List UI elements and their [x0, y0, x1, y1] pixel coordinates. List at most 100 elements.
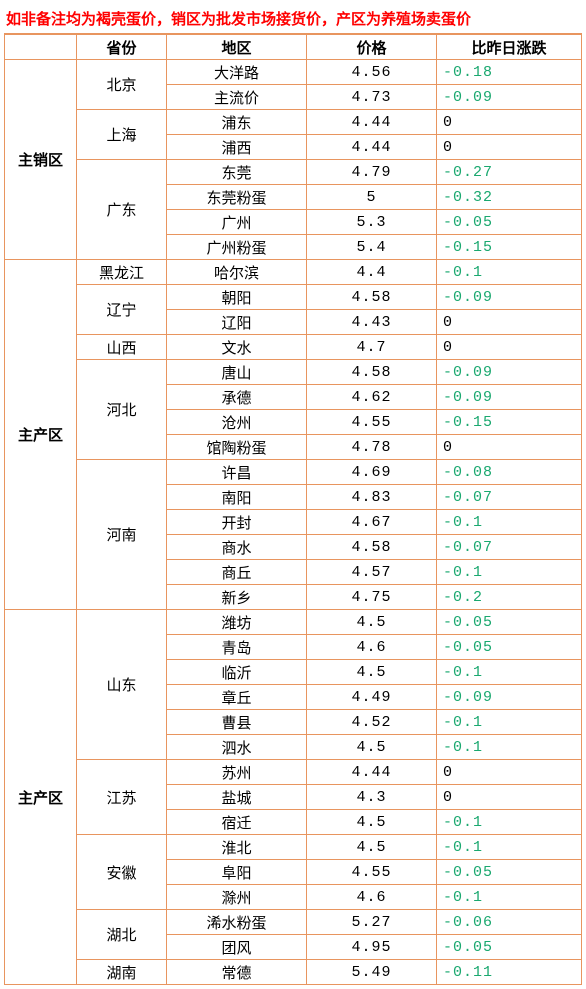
change-cell: -0.1	[437, 835, 582, 860]
area-cell: 主流价	[167, 85, 307, 110]
price-cell: 4.6	[307, 635, 437, 660]
zone-cell: 主产区	[5, 260, 77, 610]
area-cell: 常德	[167, 960, 307, 985]
area-cell: 宿迁	[167, 810, 307, 835]
price-cell: 4.44	[307, 135, 437, 160]
change-cell: -0.1	[437, 810, 582, 835]
area-cell: 泗水	[167, 735, 307, 760]
province-cell: 安徽	[77, 835, 167, 910]
zone-cell: 主产区	[5, 610, 77, 985]
price-cell: 4.83	[307, 485, 437, 510]
area-cell: 大洋路	[167, 60, 307, 85]
area-cell: 广州粉蛋	[167, 235, 307, 260]
price-cell: 4.5	[307, 735, 437, 760]
table-row: 广东东莞4.79-0.27	[5, 160, 582, 185]
table-row: 河南许昌4.69-0.08	[5, 460, 582, 485]
province-cell: 湖北	[77, 910, 167, 960]
header-area: 地区	[167, 35, 307, 60]
change-cell: -0.1	[437, 735, 582, 760]
change-cell: -0.15	[437, 235, 582, 260]
change-cell: -0.05	[437, 610, 582, 635]
area-cell: 潍坊	[167, 610, 307, 635]
area-cell: 新乡	[167, 585, 307, 610]
area-cell: 淮北	[167, 835, 307, 860]
change-cell: 0	[437, 110, 582, 135]
change-cell: -0.07	[437, 485, 582, 510]
area-cell: 团风	[167, 935, 307, 960]
change-cell: 0	[437, 760, 582, 785]
table-row: 湖北浠水粉蛋5.27-0.06	[5, 910, 582, 935]
change-cell: -0.06	[437, 910, 582, 935]
change-cell: -0.2	[437, 585, 582, 610]
zone-cell: 主销区	[5, 60, 77, 260]
area-cell: 哈尔滨	[167, 260, 307, 285]
change-cell: -0.05	[437, 935, 582, 960]
price-cell: 5.4	[307, 235, 437, 260]
area-cell: 阜阳	[167, 860, 307, 885]
price-cell: 4.78	[307, 435, 437, 460]
province-cell: 辽宁	[77, 285, 167, 335]
area-cell: 开封	[167, 510, 307, 535]
area-cell: 文水	[167, 335, 307, 360]
price-cell: 5.3	[307, 210, 437, 235]
table-row: 主销区北京大洋路4.56-0.18	[5, 60, 582, 85]
area-cell: 章丘	[167, 685, 307, 710]
table-row: 湖南常德5.49-0.11	[5, 960, 582, 985]
area-cell: 盐城	[167, 785, 307, 810]
price-cell: 4.5	[307, 835, 437, 860]
price-cell: 4.55	[307, 860, 437, 885]
area-cell: 苏州	[167, 760, 307, 785]
area-cell: 浠水粉蛋	[167, 910, 307, 935]
province-cell: 江苏	[77, 760, 167, 835]
change-cell: -0.1	[437, 260, 582, 285]
price-cell: 4.95	[307, 935, 437, 960]
price-cell: 4.55	[307, 410, 437, 435]
price-cell: 4.75	[307, 585, 437, 610]
price-cell: 4.58	[307, 535, 437, 560]
price-cell: 4.67	[307, 510, 437, 535]
area-cell: 临沂	[167, 660, 307, 685]
price-cell: 4.4	[307, 260, 437, 285]
table-row: 安徽淮北4.5-0.1	[5, 835, 582, 860]
price-cell: 4.43	[307, 310, 437, 335]
area-cell: 东莞	[167, 160, 307, 185]
change-cell: -0.1	[437, 510, 582, 535]
price-cell: 5.27	[307, 910, 437, 935]
price-cell: 4.52	[307, 710, 437, 735]
area-cell: 承德	[167, 385, 307, 410]
province-cell: 河北	[77, 360, 167, 460]
change-cell: 0	[437, 435, 582, 460]
header-price: 价格	[307, 35, 437, 60]
price-cell: 4.62	[307, 385, 437, 410]
price-cell: 4.44	[307, 110, 437, 135]
table-row: 河北唐山4.58-0.09	[5, 360, 582, 385]
table-row: 主产区黑龙江哈尔滨4.4-0.1	[5, 260, 582, 285]
area-cell: 许昌	[167, 460, 307, 485]
change-cell: 0	[437, 785, 582, 810]
area-cell: 滁州	[167, 885, 307, 910]
table-row: 江苏苏州4.440	[5, 760, 582, 785]
header-zone	[5, 35, 77, 60]
province-cell: 黑龙江	[77, 260, 167, 285]
area-cell: 商丘	[167, 560, 307, 585]
area-cell: 南阳	[167, 485, 307, 510]
change-cell: -0.1	[437, 560, 582, 585]
province-cell: 山西	[77, 335, 167, 360]
change-cell: -0.18	[437, 60, 582, 85]
change-cell: 0	[437, 335, 582, 360]
price-cell: 5.49	[307, 960, 437, 985]
price-cell: 4.3	[307, 785, 437, 810]
change-cell: -0.09	[437, 285, 582, 310]
change-cell: -0.1	[437, 885, 582, 910]
area-cell: 浦西	[167, 135, 307, 160]
area-cell: 青岛	[167, 635, 307, 660]
area-cell: 沧州	[167, 410, 307, 435]
table-row: 主产区山东潍坊4.5-0.05	[5, 610, 582, 635]
header-row: 省份 地区 价格 比昨日涨跌	[5, 35, 582, 60]
price-cell: 4.73	[307, 85, 437, 110]
province-cell: 北京	[77, 60, 167, 110]
area-cell: 广州	[167, 210, 307, 235]
area-cell: 浦东	[167, 110, 307, 135]
table-title: 如非备注均为褐壳蛋价，销区为批发市场接货价，产区为养殖场卖蛋价	[4, 4, 582, 34]
table-row: 山西文水4.70	[5, 335, 582, 360]
